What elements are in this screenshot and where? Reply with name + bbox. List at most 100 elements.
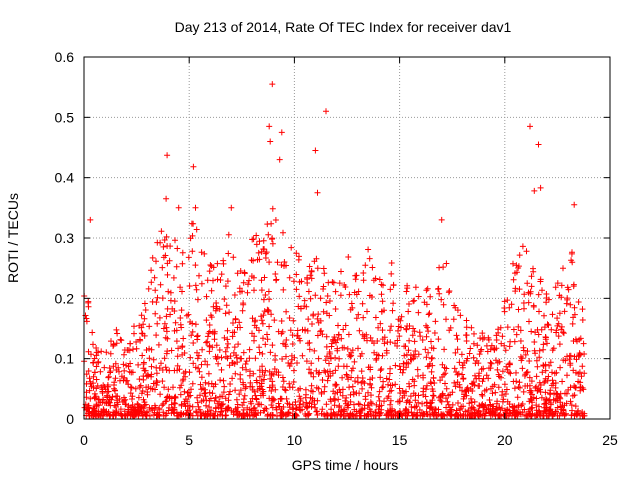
data-point [244,289,251,296]
data-point [335,332,342,338]
data-point [127,404,134,411]
data-point [430,392,436,399]
data-point [276,403,283,410]
data-point [581,351,588,357]
data-point [375,324,382,331]
data-point [539,287,545,294]
data-point [104,411,110,418]
data-point [524,280,531,287]
data-point [272,271,279,277]
data-point [262,341,269,348]
data-point [161,355,168,362]
data-point [184,389,191,396]
data-point [133,339,140,345]
data-point [527,389,534,396]
data-point [387,286,394,293]
data-point [560,265,566,272]
data-point [425,349,432,356]
data-point [205,370,212,377]
data-point [167,289,174,296]
data-point [460,375,467,382]
data-point [441,364,448,371]
data-point [259,369,266,376]
data-point [376,397,383,404]
data-point [571,201,578,208]
data-point [426,363,432,369]
data-point [364,308,370,315]
data-point [290,317,297,324]
data-point [573,356,580,363]
data-point [296,253,302,260]
data-point [499,392,505,399]
data-point [294,327,301,334]
data-point [195,403,202,410]
data-point [462,408,469,415]
data-point [561,402,568,409]
data-point [272,386,279,393]
data-point [570,283,577,290]
data-point [125,381,132,388]
data-point [432,405,438,412]
data-point [224,327,231,334]
data-point [398,313,405,320]
data-point [320,265,327,272]
data-point [138,324,145,331]
data-point [289,356,295,363]
data-point [377,374,384,381]
data-point [310,373,317,380]
data-point [507,338,514,345]
data-point [365,389,371,396]
data-point [440,301,447,308]
data-point [444,408,451,415]
data-point [171,394,178,401]
data-point [454,307,461,314]
data-point [344,372,350,379]
data-point [227,388,233,395]
data-point [293,286,300,293]
data-point [523,248,530,255]
data-point [570,314,577,321]
data-point [232,387,239,394]
data-point [239,364,246,371]
data-point [125,410,132,417]
data-point [487,365,494,372]
data-point [308,268,315,275]
data-point [189,380,196,387]
data-point [535,291,542,298]
data-point [530,394,537,401]
data-point [412,284,419,291]
y-tick-label: 0.6 [55,49,75,65]
data-point [395,327,401,334]
data-point [268,402,275,408]
data-point [331,402,338,409]
data-point [222,283,229,290]
data-point [375,393,382,400]
data-point [278,330,285,337]
data-point [581,370,588,377]
data-point [324,368,331,375]
data-point [324,353,330,360]
data-point [569,249,575,256]
data-point [462,388,469,395]
data-point [564,295,571,302]
data-point [567,301,574,308]
data-point [253,412,260,419]
data-point [351,358,358,365]
data-point [377,320,384,327]
data-point [429,406,436,413]
data-point [90,341,96,348]
data-point [440,371,447,378]
data-point [496,404,502,411]
data-point [253,377,260,384]
data-point [256,373,263,380]
data-point [463,332,470,339]
data-point [194,355,201,362]
data-point [388,323,395,330]
data-point [289,384,296,391]
data-point [301,297,308,304]
data-point [321,383,328,390]
data-point [140,396,147,403]
data-point [85,303,92,310]
data-point [172,393,179,400]
data-point [423,354,430,361]
